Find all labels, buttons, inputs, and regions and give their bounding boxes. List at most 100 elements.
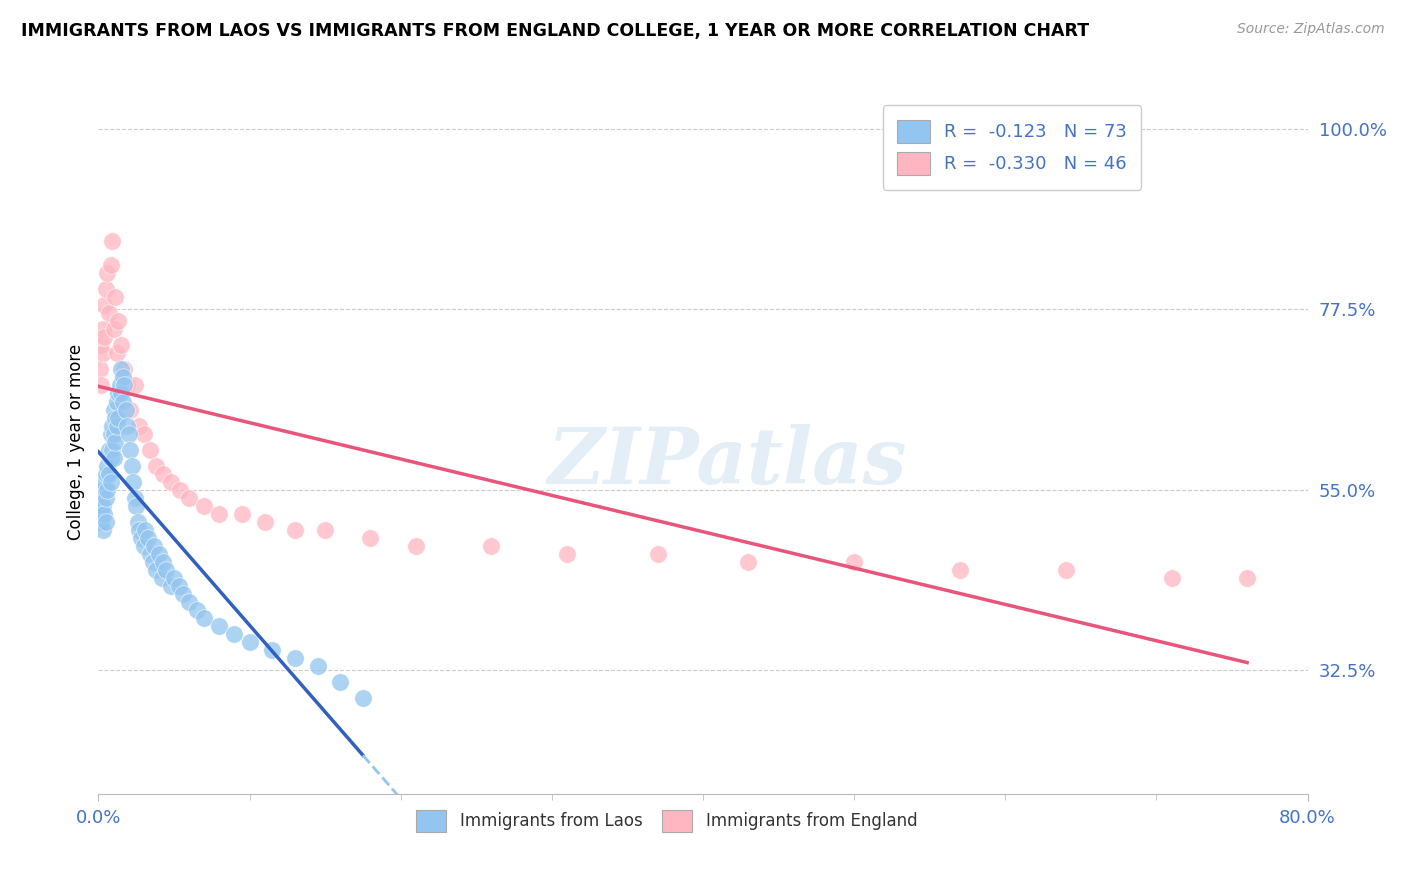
- Point: [105, 394, 128, 409]
- Point: [1236, 571, 1258, 585]
- Point: [93, 298, 115, 312]
- Point: [136, 531, 159, 545]
- Point: [101, 418, 124, 433]
- Point: [128, 523, 150, 537]
- Point: [224, 626, 246, 640]
- Point: [93, 475, 115, 489]
- Point: [208, 507, 231, 521]
- Point: [179, 491, 201, 505]
- Point: [121, 458, 143, 473]
- Point: [91, 322, 114, 336]
- Point: [104, 434, 127, 449]
- Point: [94, 515, 117, 529]
- Point: [90, 491, 112, 505]
- Point: [101, 442, 124, 457]
- Point: [107, 386, 129, 401]
- Point: [103, 450, 125, 465]
- Point: [90, 378, 112, 392]
- Point: [284, 650, 307, 665]
- Point: [108, 378, 131, 392]
- Point: [107, 314, 129, 328]
- Point: [143, 539, 166, 553]
- Point: [179, 595, 201, 609]
- Point: [110, 362, 132, 376]
- Point: [148, 547, 170, 561]
- Point: [98, 442, 121, 457]
- Point: [139, 442, 162, 457]
- Point: [105, 418, 128, 433]
- Point: [150, 571, 173, 585]
- Point: [103, 426, 125, 441]
- Point: [314, 523, 336, 537]
- Point: [94, 282, 117, 296]
- Point: [93, 330, 115, 344]
- Point: [120, 402, 142, 417]
- Point: [145, 563, 167, 577]
- Point: [100, 450, 122, 465]
- Point: [96, 483, 118, 497]
- Point: [132, 539, 155, 553]
- Point: [114, 402, 136, 417]
- Point: [94, 491, 117, 505]
- Point: [115, 378, 138, 392]
- Point: [647, 547, 669, 561]
- Point: [231, 507, 253, 521]
- Point: [101, 235, 124, 249]
- Point: [152, 555, 174, 569]
- Point: [122, 475, 145, 489]
- Point: [132, 426, 155, 441]
- Point: [139, 547, 162, 561]
- Point: [91, 346, 114, 360]
- Point: [118, 426, 141, 441]
- Point: [91, 499, 114, 513]
- Point: [555, 547, 578, 561]
- Point: [163, 571, 186, 585]
- Point: [115, 418, 138, 433]
- Point: [208, 618, 231, 632]
- Point: [104, 410, 127, 425]
- Point: [193, 610, 215, 624]
- Point: [98, 306, 121, 320]
- Point: [111, 370, 134, 384]
- Point: [100, 475, 122, 489]
- Point: [96, 266, 118, 280]
- Point: [329, 674, 352, 689]
- Point: [352, 690, 374, 705]
- Point: [94, 467, 117, 481]
- Point: [128, 418, 150, 433]
- Point: [111, 394, 134, 409]
- Point: [142, 555, 165, 569]
- Point: [129, 531, 152, 545]
- Point: [96, 458, 118, 473]
- Point: [307, 658, 329, 673]
- Point: [155, 563, 177, 577]
- Point: [90, 515, 112, 529]
- Point: [262, 642, 284, 657]
- Point: [103, 402, 125, 417]
- Point: [110, 386, 132, 401]
- Point: [89, 499, 111, 513]
- Point: [125, 499, 148, 513]
- Text: Source: ZipAtlas.com: Source: ZipAtlas.com: [1237, 22, 1385, 37]
- Point: [152, 467, 174, 481]
- Point: [103, 322, 125, 336]
- Point: [104, 290, 127, 304]
- Point: [105, 346, 128, 360]
- Point: [107, 410, 129, 425]
- Point: [127, 515, 149, 529]
- Point: [124, 378, 146, 392]
- Point: [169, 483, 191, 497]
- Point: [1054, 563, 1077, 577]
- Point: [112, 378, 135, 392]
- Point: [90, 338, 112, 352]
- Text: ZIPatlas: ZIPatlas: [547, 425, 907, 501]
- Point: [405, 539, 427, 553]
- Point: [284, 523, 307, 537]
- Point: [167, 579, 190, 593]
- Point: [100, 258, 122, 272]
- Point: [160, 475, 183, 489]
- Point: [360, 531, 382, 545]
- Point: [91, 483, 114, 497]
- Text: IMMIGRANTS FROM LAOS VS IMMIGRANTS FROM ENGLAND COLLEGE, 1 YEAR OR MORE CORRELAT: IMMIGRANTS FROM LAOS VS IMMIGRANTS FROM …: [21, 22, 1090, 40]
- Point: [90, 507, 112, 521]
